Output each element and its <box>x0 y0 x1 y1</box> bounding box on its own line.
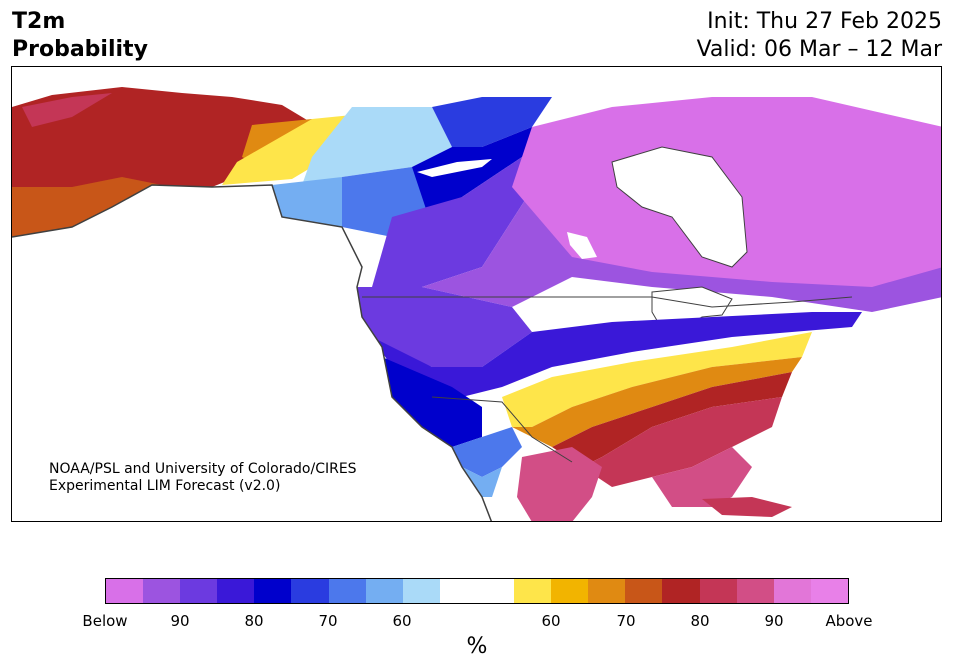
gulf-coast-red <box>552 372 792 467</box>
map-title: T2m Probability <box>12 8 148 64</box>
alaska-warm-edge <box>12 177 162 237</box>
southeast-pink <box>582 397 782 487</box>
colorbar-cell <box>402 579 440 603</box>
colorbar-cell <box>365 579 403 603</box>
colorbar-cell <box>291 579 329 603</box>
colorbar-cell <box>254 579 292 603</box>
pacific-northwest-purple <box>357 287 532 367</box>
great-slave-lake <box>417 159 492 177</box>
alaska-warm-highlight <box>22 93 112 127</box>
colorbar-units: % <box>466 634 488 659</box>
colorbar-tick-label: 90 <box>170 612 190 630</box>
init-date: Init: Thu 27 Feb 2025 <box>707 9 942 34</box>
colorbar-tick-label: Above <box>825 612 873 630</box>
colorbar-cell <box>180 579 218 603</box>
southwest-blue <box>382 357 482 447</box>
colorbar-cell <box>551 579 589 603</box>
colorbar-cell <box>476 579 515 603</box>
mexico-warm-core <box>517 447 602 521</box>
colorbar-cell <box>143 579 181 603</box>
western-canada-deep-blue <box>432 97 552 147</box>
colorbar-tick-label: Below <box>82 612 128 630</box>
colorbar-cell <box>810 579 848 603</box>
coastline <box>12 184 493 521</box>
yukon-light-cold <box>302 107 452 185</box>
credit-line-2: Experimental LIM Forecast (v2.0) <box>49 478 281 494</box>
colorbar-cell <box>699 579 737 603</box>
probability-colorbar <box>105 578 849 604</box>
colorbar-cell <box>328 579 366 603</box>
colorbar-tick-label: 60 <box>392 612 412 630</box>
colorbar-cell <box>625 579 663 603</box>
colorbar-tick-label: 90 <box>764 612 784 630</box>
colorbar-tick-label: 60 <box>541 612 561 630</box>
title-subtitle: Probability <box>12 37 148 62</box>
colorbar-tick-label: 80 <box>690 612 710 630</box>
valid-date: Valid: 06 Mar – 12 Mar <box>696 37 942 62</box>
southern-plains-yellow <box>502 332 812 427</box>
mexico-light-blue <box>462 467 502 497</box>
map-panel: NOAA/PSL and University of Colorado/CIRE… <box>11 66 942 522</box>
colorbar-cell <box>773 579 811 603</box>
title-variable: T2m <box>12 9 66 34</box>
colorbar-cell <box>736 579 774 603</box>
lake-winnipeg <box>567 232 597 259</box>
texas-blue-transition <box>452 427 522 477</box>
forecast-dates: Init: Thu 27 Feb 2025 Valid: 06 Mar – 12… <box>697 8 942 64</box>
cuba-warm <box>702 497 792 517</box>
colorbar-tick-label: 70 <box>616 612 636 630</box>
southern-plains-orange <box>512 357 802 447</box>
colorbar-cell <box>106 579 144 603</box>
florida-magenta <box>652 447 752 507</box>
colorbar-cell <box>588 579 626 603</box>
us-west-strong-blue <box>372 312 862 397</box>
credit-text: NOAA/PSL and University of Colorado/CIRE… <box>49 461 357 495</box>
colorbar-cell <box>514 579 552 603</box>
pacific-ocean <box>12 185 492 521</box>
hudson-bay <box>611 146 748 268</box>
colorbar-cell <box>217 579 255 603</box>
colorbar-cell <box>662 579 700 603</box>
credit-line-1: NOAA/PSL and University of Colorado/CIRE… <box>49 461 357 477</box>
colorbar-tick-label: 80 <box>244 612 264 630</box>
alaska-yellow-band <box>222 115 352 185</box>
us-canada-border <box>362 296 853 308</box>
colorbar-tick-label: 70 <box>318 612 338 630</box>
colorbar-cell <box>439 579 477 603</box>
us-mexico-border <box>431 396 573 463</box>
probability-map <box>12 87 941 521</box>
